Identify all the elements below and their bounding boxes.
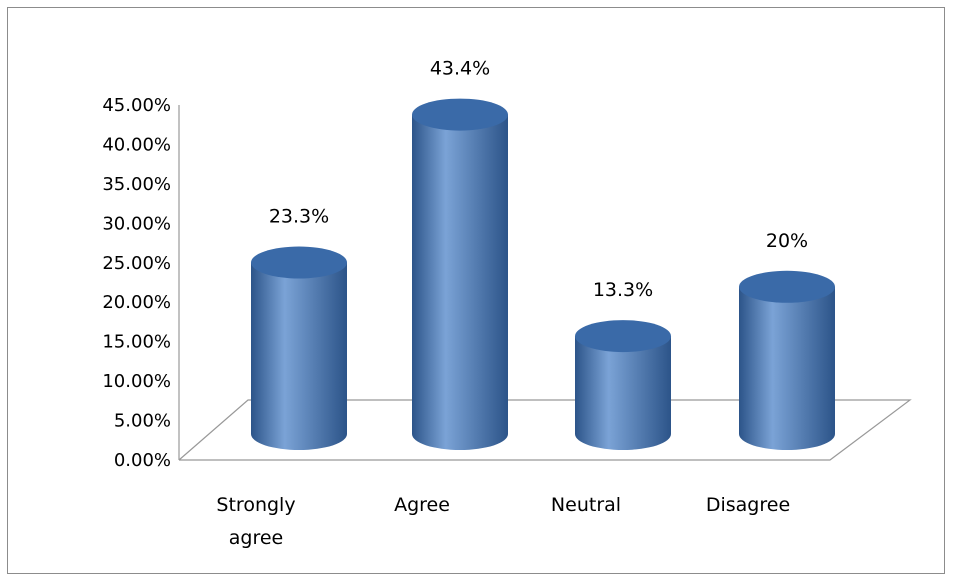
y-tick-label: 25.00%: [102, 253, 171, 274]
category-labels: Strongly agree Agree Neutral Disagree: [216, 494, 790, 549]
bar-body: [575, 336, 671, 450]
bar-top: [575, 320, 671, 353]
bar-chart: 0.00% 5.00% 10.00% 15.00% 20.00% 25.00% 30.00%…: [102, 58, 912, 549]
bar-body: [251, 262, 347, 450]
y-tick-label: 20.00%: [102, 292, 171, 313]
axes: [178, 105, 912, 461]
y-tick-label: 10.00%: [102, 371, 171, 392]
category-label: Agree: [394, 494, 450, 516]
y-tick-label: 0.00%: [114, 450, 171, 471]
bar-body: [739, 286, 835, 450]
data-label: 43.4%: [430, 58, 490, 80]
bar-top: [739, 270, 835, 303]
category-label: Disagree: [706, 494, 790, 516]
y-tick-label: 35.00%: [102, 174, 171, 195]
data-label: 20%: [766, 230, 808, 252]
y-axis-tick-labels: 0.00% 5.00% 10.00% 15.00% 20.00% 25.00% 30.00%…: [102, 95, 171, 471]
bar-top: [251, 246, 347, 279]
category-label: Strongly agree: [216, 494, 295, 549]
y-tick-label: 15.00%: [102, 332, 171, 353]
bar: [739, 270, 835, 450]
data-label: 13.3%: [593, 279, 653, 301]
floor-outline: [178, 399, 912, 461]
bar: [251, 246, 347, 450]
data-label: 23.3%: [269, 206, 329, 228]
y-tick-label: 40.00%: [102, 134, 171, 155]
y-tick-label: 30.00%: [102, 213, 171, 234]
bar: [412, 98, 508, 451]
category-label: Neutral: [551, 494, 621, 516]
bars: [251, 98, 835, 451]
chart-frame: 0.00% 5.00% 10.00% 15.00% 20.00% 25.00% 30.00%…: [7, 7, 945, 574]
bar: [575, 320, 671, 450]
bar-body: [412, 114, 508, 451]
data-labels: 23.3% 43.4% 13.3% 20%: [269, 58, 808, 302]
y-tick-label: 45.00%: [102, 95, 171, 116]
y-tick-label: 5.00%: [114, 411, 171, 432]
bar-top: [412, 98, 508, 131]
